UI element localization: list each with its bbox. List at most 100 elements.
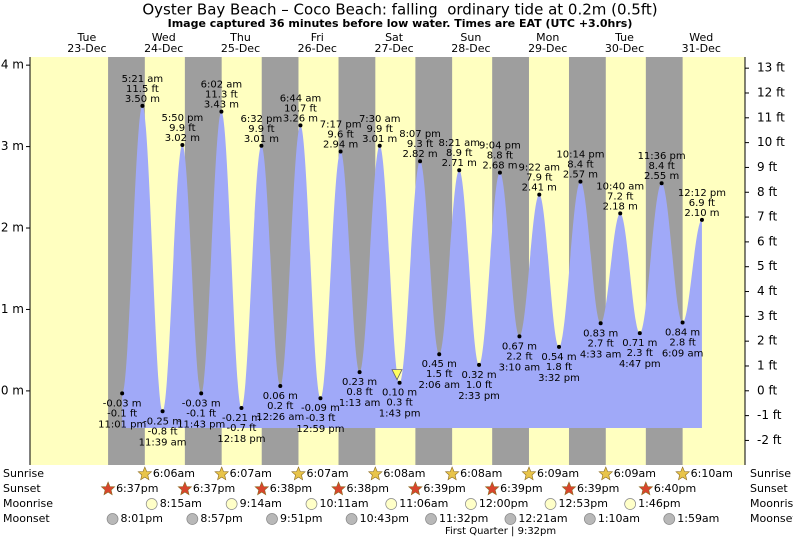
tide-height-m: -0.03 m (182, 398, 221, 409)
tide-height-m: 3.26 m (283, 113, 318, 124)
tide-time: 11:36 pm (638, 151, 686, 162)
tide-height-ft: 0.8 ft (346, 387, 372, 398)
tide-point (517, 334, 522, 339)
sunrise-icon (675, 466, 691, 481)
day-label: Wed (689, 31, 713, 44)
y2-tick-label: 7 ft (757, 210, 777, 224)
day-label: Tue (614, 31, 634, 44)
tide-point (298, 123, 303, 128)
date-label: 23-Dec (67, 42, 106, 55)
day-label: Mon (536, 31, 559, 44)
tide-point (537, 192, 542, 197)
tide-height-ft: 9.6 ft (327, 129, 353, 140)
tide-height-m: 0.71 m (622, 338, 657, 349)
y-tick-label: 1 m (1, 302, 24, 316)
tide-height-ft: 2.7 ft (587, 338, 613, 349)
tide-height-m: 0.32 m (461, 370, 496, 381)
moonrise-time: 12:00pm (479, 497, 528, 510)
tide-height-m: -0.09 m (301, 403, 340, 414)
moonset-time: 9:51pm (280, 512, 322, 525)
sunrise-icon (137, 466, 153, 481)
tide-point (680, 320, 685, 325)
sunset-icon (177, 481, 193, 496)
tide-time: 12:18 pm (217, 434, 265, 445)
tide-height-ft: 7.2 ft (607, 191, 633, 202)
moonrise-time: 12:53pm (559, 497, 608, 510)
tide-time: 11:01 pm (98, 419, 146, 430)
tide-point (457, 168, 462, 173)
row-label: Sunset (3, 482, 41, 495)
current-level-marker (391, 369, 403, 381)
tide-point (397, 380, 402, 385)
tide-height-m: 2.94 m (323, 139, 358, 150)
y2-tick-label: 0 ft (757, 383, 777, 397)
moonset-time: 12:21am (518, 512, 567, 525)
sunset-time: 6:39pm (500, 482, 542, 495)
tide-point (160, 409, 165, 414)
tide-height-m: 2.82 m (402, 149, 437, 160)
tide-height-ft: 0.2 ft (267, 401, 293, 412)
y2-tick-label: 11 ft (757, 110, 785, 124)
tide-point (578, 179, 583, 184)
moonset-time: 11:32pm (439, 512, 488, 525)
sunset-time: 6:40pm (654, 482, 696, 495)
y2-tick-label: 9 ft (757, 160, 777, 174)
tide-time: 12:26 am (256, 412, 304, 423)
moonset-time: 10:43pm (360, 512, 409, 525)
moonrise-time: 11:06am (399, 497, 448, 510)
tide-height-ft: -0.1 ft (107, 408, 137, 419)
y2-tick-label: 3 ft (757, 309, 777, 323)
moonrise-time: 10:11am (319, 497, 368, 510)
y2-tick-label: 13 ft (757, 61, 785, 75)
tide-height-m: 0.45 m (422, 359, 457, 370)
y2-tick-label: 5 ft (757, 259, 777, 273)
moonset-icon (266, 513, 278, 525)
tide-point (278, 384, 283, 389)
tide-point (418, 159, 423, 164)
tide-point (699, 217, 704, 222)
y-tick-label: 2 m (1, 221, 24, 235)
tide-time: 3:10 am (499, 362, 541, 373)
tide-time: 11:43 pm (177, 419, 225, 430)
day-label: Tue (77, 31, 97, 44)
tide-time: 10:14 pm (556, 150, 604, 161)
sunset-time: 6:37pm (116, 482, 158, 495)
tide-height-m: 2.18 m (603, 201, 638, 212)
date-label: 28-Dec (451, 42, 490, 55)
tide-time: 4:33 am (580, 349, 622, 360)
sunrise-time: 6:08am (383, 467, 425, 480)
moonrise-time: 8:15am (160, 497, 202, 510)
tide-height-ft: 1.5 ft (426, 369, 452, 380)
tide-time: 8:07 pm (399, 129, 441, 140)
moonset-icon (345, 513, 358, 525)
moonset-icon (106, 513, 119, 525)
tide-point (259, 143, 264, 148)
sunset-icon (331, 481, 346, 496)
tide-height-m: 2.10 m (684, 208, 719, 219)
moonrise-icon (145, 498, 158, 510)
date-label: 26-Dec (298, 42, 337, 55)
tide-point (357, 370, 362, 375)
sunset-icon (100, 481, 116, 496)
sunset-time: 6:37pm (193, 482, 235, 495)
tide-point (239, 405, 244, 410)
tide-height-ft: 8.4 ft (567, 160, 593, 171)
tide-point (120, 391, 125, 396)
sunset-time: 6:39pm (423, 482, 465, 495)
row-label: Moonrise (750, 497, 793, 510)
moonrise-icon (305, 498, 318, 510)
tide-height-ft: 9.9 ft (169, 123, 195, 134)
date-label: 30-Dec (605, 42, 644, 55)
tide-height-m: 3.43 m (204, 100, 239, 111)
sunrise-icon (367, 466, 383, 481)
tide-height-m: 3.01 m (362, 134, 397, 145)
sunrise-time: 6:07am (230, 467, 272, 480)
y2-tick-label: 1 ft (757, 358, 777, 372)
tide-point (318, 396, 323, 401)
sunrise-icon (521, 466, 537, 481)
tide-point (659, 181, 664, 186)
y2-tick-label: 2 ft (757, 334, 777, 348)
tide-height-ft: 8.8 ft (487, 151, 513, 162)
moonset-time: 8:01pm (121, 512, 163, 525)
sunrise-icon (214, 466, 230, 481)
